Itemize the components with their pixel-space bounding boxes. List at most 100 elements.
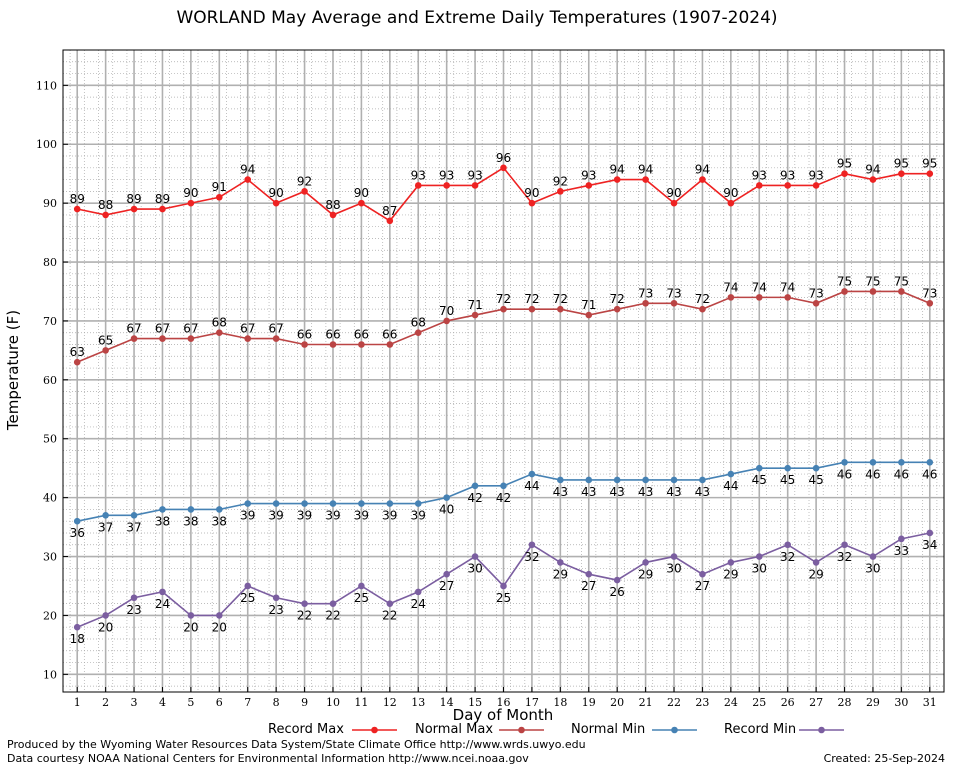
footer-data-courtesy: Data courtesy NOAA National Centers for … bbox=[7, 752, 529, 765]
value-label-normal-max-day-18: 72 bbox=[553, 292, 568, 306]
point-record-max-day-13 bbox=[414, 182, 422, 189]
value-label-record-max-day-9: 92 bbox=[297, 174, 312, 188]
value-label-record-max-day-20: 94 bbox=[610, 163, 625, 177]
legend-label-record-min: Record Min bbox=[724, 722, 797, 737]
point-record-min-day-6 bbox=[216, 612, 223, 619]
footer-created-date: Created: 25-Sep-2024 bbox=[823, 752, 945, 765]
value-label-record-max-day-6: 91 bbox=[212, 180, 227, 194]
series-layer: 89 88 89 89 90 91 94 90 92 88 90 87 93 93 93 96 90 92 93 94… bbox=[70, 151, 938, 646]
point-normal-min-day-29 bbox=[869, 458, 877, 466]
point-record-max-day-3 bbox=[130, 205, 138, 213]
point-record-max-day-30 bbox=[898, 170, 905, 177]
value-label-normal-max-day-3: 67 bbox=[126, 322, 141, 336]
point-normal-max-day-15 bbox=[471, 311, 479, 319]
x-tick-label-23: 23 bbox=[695, 696, 709, 709]
value-label-record-min-day-26: 32 bbox=[780, 550, 795, 564]
x-tick-label-20: 20 bbox=[610, 696, 624, 709]
value-label-record-min-day-31: 34 bbox=[922, 538, 937, 552]
value-label-record-max-day-27: 93 bbox=[808, 168, 823, 182]
x-tick-label-22: 22 bbox=[667, 696, 681, 709]
value-label-record-max-day-8: 90 bbox=[269, 186, 284, 200]
value-label-normal-max-day-16: 72 bbox=[496, 292, 511, 306]
point-record-max-day-5 bbox=[187, 199, 195, 207]
value-label-record-min-day-18: 29 bbox=[553, 567, 568, 581]
point-record-max-day-11 bbox=[358, 199, 365, 207]
point-normal-max-day-14 bbox=[443, 317, 450, 325]
footer-produced-by: Produced by the Wyoming Water Resources … bbox=[7, 738, 586, 751]
x-tick-label-17: 17 bbox=[525, 696, 539, 709]
x-tick-label-18: 18 bbox=[553, 696, 567, 709]
point-normal-max-day-7 bbox=[244, 335, 252, 342]
value-label-record-min-day-20: 26 bbox=[610, 585, 625, 599]
point-normal-min-day-9 bbox=[301, 500, 308, 507]
point-normal-max-day-5 bbox=[187, 335, 195, 342]
value-label-record-max-day-24: 90 bbox=[723, 186, 738, 200]
point-record-min-day-10 bbox=[329, 600, 337, 607]
y-tick-label-20: 20 bbox=[43, 609, 57, 622]
point-record-min-day-5 bbox=[187, 612, 195, 619]
point-normal-max-day-4 bbox=[159, 335, 166, 342]
point-record-min-day-20 bbox=[613, 576, 621, 584]
point-normal-max-day-19 bbox=[585, 311, 593, 319]
point-normal-max-day-27 bbox=[812, 299, 820, 307]
series-record-min: 18 20 23 24 20 20 25 23 22 22 25 22 24 27 30 25 32 29 27 26… bbox=[70, 529, 937, 646]
point-normal-min-day-17 bbox=[528, 470, 536, 478]
x-tick-label-8: 8 bbox=[273, 696, 280, 709]
x-axis-ticks: 1 2 3 4 5 6 7 8 9 10 11 12 13 14 15 16 17 18 19 20 21 22 23 24 2… bbox=[74, 687, 937, 709]
point-normal-max-day-11 bbox=[358, 341, 365, 348]
point-record-min-day-14 bbox=[443, 570, 450, 578]
value-label-record-max-day-17: 90 bbox=[524, 186, 539, 200]
point-record-max-day-25 bbox=[755, 182, 763, 189]
value-label-normal-max-day-29: 75 bbox=[865, 274, 880, 288]
point-record-max-day-14 bbox=[443, 182, 450, 189]
point-normal-max-day-16 bbox=[500, 305, 507, 313]
point-normal-max-day-24 bbox=[727, 294, 735, 301]
point-record-max-day-17 bbox=[528, 199, 536, 207]
value-label-normal-min-day-22: 43 bbox=[666, 485, 681, 499]
value-label-record-max-day-2: 88 bbox=[98, 198, 113, 212]
value-label-normal-min-day-8: 39 bbox=[269, 509, 284, 523]
point-normal-max-day-1 bbox=[73, 358, 81, 366]
value-label-record-min-day-6: 20 bbox=[212, 620, 227, 634]
value-label-record-min-day-10: 22 bbox=[325, 609, 340, 623]
value-label-normal-min-day-4: 38 bbox=[155, 514, 170, 528]
point-record-max-day-31 bbox=[926, 170, 934, 177]
value-label-record-min-day-4: 24 bbox=[155, 597, 170, 611]
x-tick-label-3: 3 bbox=[131, 696, 138, 709]
legend-label-record-max: Record Max bbox=[268, 722, 344, 737]
value-label-record-max-day-31: 95 bbox=[922, 157, 937, 171]
point-normal-min-day-31 bbox=[926, 458, 934, 466]
point-record-min-day-9 bbox=[301, 600, 308, 607]
value-label-record-max-day-26: 93 bbox=[780, 168, 795, 182]
value-label-record-min-day-14: 27 bbox=[439, 579, 454, 593]
point-record-max-day-10 bbox=[329, 211, 337, 219]
point-normal-max-day-18 bbox=[557, 305, 564, 313]
point-normal-min-day-11 bbox=[358, 500, 365, 507]
point-record-max-day-9 bbox=[301, 188, 308, 195]
point-normal-max-day-28 bbox=[841, 288, 848, 295]
point-normal-max-day-8 bbox=[272, 335, 280, 342]
point-record-max-day-21 bbox=[642, 176, 649, 183]
x-tick-label-21: 21 bbox=[639, 696, 653, 709]
value-label-record-max-day-5: 90 bbox=[183, 186, 198, 200]
value-label-normal-max-day-17: 72 bbox=[524, 292, 539, 306]
legend-label-normal-min: Normal Min bbox=[571, 722, 646, 737]
value-label-record-max-day-10: 88 bbox=[325, 198, 340, 212]
point-record-min-day-30 bbox=[898, 535, 905, 543]
point-record-max-day-6 bbox=[216, 193, 223, 201]
value-label-normal-min-day-25: 45 bbox=[752, 473, 767, 487]
point-normal-max-day-23 bbox=[699, 305, 706, 313]
value-label-normal-min-day-24: 44 bbox=[723, 479, 738, 493]
point-record-max-day-18 bbox=[557, 188, 564, 195]
y-tick-label-90: 90 bbox=[43, 197, 57, 210]
value-label-normal-min-day-11: 39 bbox=[354, 509, 369, 523]
point-normal-min-day-27 bbox=[812, 464, 820, 472]
series-record-max: 89 88 89 89 90 91 94 90 92 88 90 87 93 93 93 96 90 92 93 94… bbox=[70, 151, 937, 225]
x-tick-label-16: 16 bbox=[497, 696, 511, 709]
point-record-min-day-17 bbox=[528, 541, 536, 549]
y-tick-label-50: 50 bbox=[43, 433, 57, 446]
point-record-max-day-8 bbox=[272, 199, 280, 207]
x-tick-label-26: 26 bbox=[781, 696, 795, 709]
point-record-max-day-1 bbox=[73, 205, 81, 213]
legend-marker-normal-max bbox=[518, 726, 525, 734]
